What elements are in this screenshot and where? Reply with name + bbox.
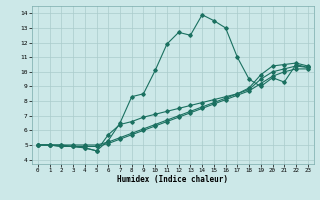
X-axis label: Humidex (Indice chaleur): Humidex (Indice chaleur)	[117, 175, 228, 184]
